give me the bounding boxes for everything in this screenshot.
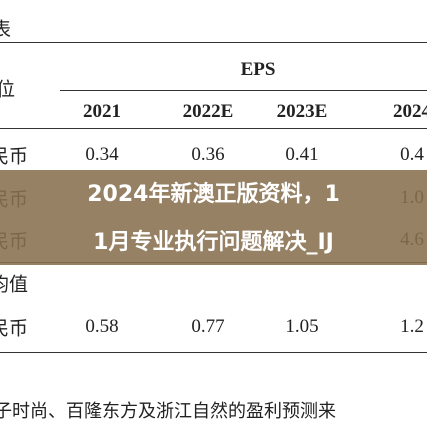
cell: 0.34 bbox=[85, 144, 119, 165]
cell: 0.4 bbox=[400, 144, 424, 165]
row-label: 民币 bbox=[0, 318, 29, 340]
overlay-banner: 2024年新澳正版资料，1 1月专业执行问题解决_IJ bbox=[0, 170, 427, 265]
group-header: EPS bbox=[240, 59, 276, 80]
cell: 1.2 bbox=[400, 316, 424, 337]
cell: 0.77 bbox=[191, 316, 225, 337]
banner-line: 2024年新澳正版资料，1 bbox=[87, 182, 340, 207]
rule bbox=[60, 90, 427, 91]
cell: 1.05 bbox=[285, 316, 319, 337]
row-label: 民币 bbox=[0, 146, 29, 168]
corner-text: 表 bbox=[0, 19, 12, 41]
rule bbox=[0, 42, 427, 43]
cell: 0.41 bbox=[285, 144, 319, 165]
column-header: 2023E bbox=[276, 101, 328, 122]
column-header: 2022E bbox=[182, 101, 234, 122]
rule bbox=[0, 128, 427, 129]
rule bbox=[0, 352, 427, 353]
banner-line: 1月专业执行问题解决_IJ bbox=[93, 230, 334, 255]
cell: 0.58 bbox=[85, 316, 119, 337]
footer-text: 子时尚、百隆东方及浙江自然的盈利预测来 bbox=[0, 401, 336, 421]
row-label: 均值 bbox=[0, 274, 29, 296]
column-header: 2024 bbox=[393, 101, 427, 122]
column-header: 2021 bbox=[83, 101, 121, 122]
unit-text: 位 bbox=[0, 79, 16, 101]
cell: 0.36 bbox=[191, 144, 225, 165]
